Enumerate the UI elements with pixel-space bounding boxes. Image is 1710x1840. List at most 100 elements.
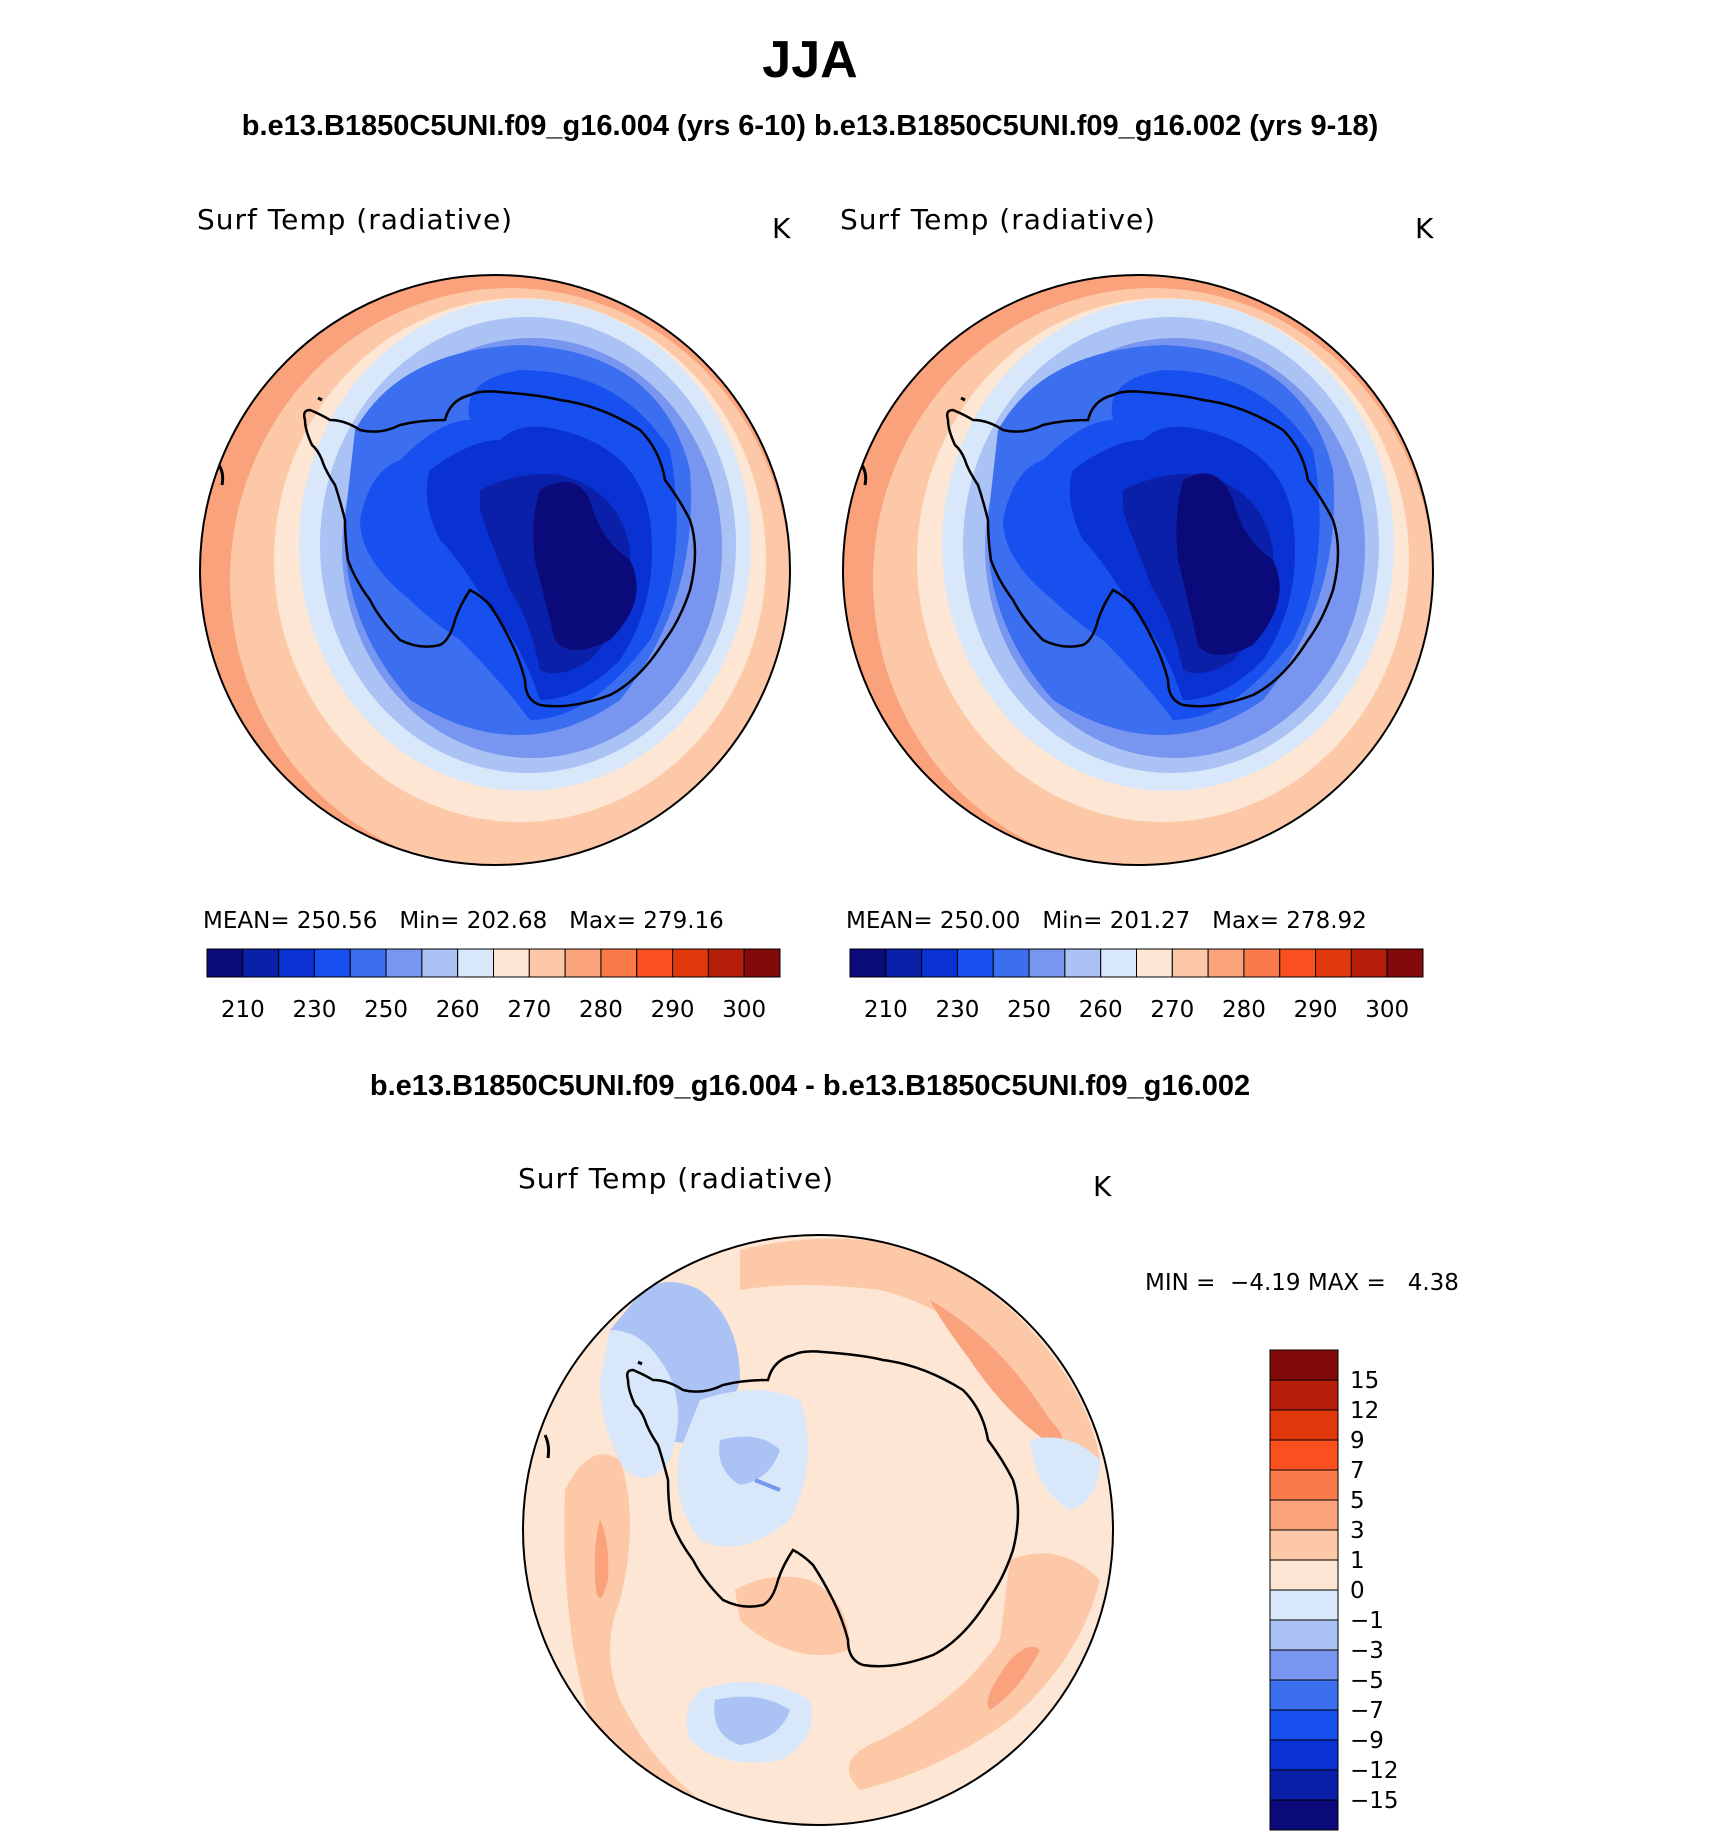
panel1-colorbar-swatch [421, 948, 459, 978]
panel1-colorbar-swatch [564, 948, 602, 978]
panel1-colorbar-tick-label: 290 [651, 997, 695, 1023]
panel2-colorbar-swatch [1315, 948, 1352, 978]
panel3-colorbar-swatch [1269, 1559, 1339, 1591]
panel1-colorbar-swatch [457, 948, 494, 978]
panel3-units-label: K [1093, 1170, 1113, 1203]
panel1-colorbar-swatch [600, 948, 638, 978]
panel1-colorbar-tick-label: 210 [221, 997, 265, 1023]
panel2-colorbar-swatch [1171, 948, 1209, 978]
panel1-colorbar-swatch [206, 948, 244, 978]
panel3-colorbar-tick-label: −7 [1350, 1698, 1384, 1724]
panel1-colorbar-swatch [707, 948, 745, 978]
panel1-colorbar-swatch [743, 948, 781, 978]
panel3-colorbar-swatch [1269, 1499, 1339, 1531]
panel1-min-label: Min= [399, 908, 460, 934]
panel3-antarctica-coastline [625, 1350, 1020, 1668]
panel2-colorbar-swatch [1028, 948, 1066, 978]
panel1-colorbar-swatch [313, 948, 351, 978]
panel2-antarctica-coastline [945, 390, 1340, 708]
panel3-colorbar-tick-label: −1 [1350, 1608, 1384, 1634]
panel2-max: 278.92 [1286, 908, 1367, 934]
panel1-colorbar-swatch [636, 948, 674, 978]
panel2-colorbar-swatch [956, 948, 994, 978]
panel3-colorbar-swatch [1269, 1349, 1339, 1381]
panel2-units-label: K [1415, 212, 1435, 245]
panel1-mean: 250.56 [296, 908, 378, 934]
panel1-colorbar-swatch [349, 948, 387, 978]
panel1-colorbar-tick-label: 300 [722, 997, 766, 1023]
panel1-colorbar-tick-label: 230 [292, 997, 336, 1023]
panel3-colorbar-swatch [1269, 1439, 1339, 1471]
panel3-colorbar-tick-label: 3 [1350, 1518, 1365, 1544]
panel2-colorbar-tick-label: 260 [1079, 997, 1123, 1023]
panel2-colorbar-tick-label: 250 [1007, 997, 1051, 1023]
panel3-colorbar-tick-label: −3 [1350, 1638, 1384, 1664]
panel1-min: 202.68 [466, 908, 548, 934]
panel1-map [200, 275, 790, 865]
panel1-colorbar-swatch [528, 948, 566, 978]
colorbars: 210 230 250 260 270 280 290 300 210 230 250 260 270 2… [206, 948, 1424, 1831]
panel2-colorbar-swatch [921, 948, 958, 978]
panel3-colorbar-tick-label: −9 [1350, 1728, 1384, 1754]
panel2-max-label: Max= [1212, 908, 1279, 934]
panel1-colorbar-tick-label: 280 [579, 997, 623, 1023]
panel3-colorbar-tick-label: −5 [1350, 1668, 1384, 1694]
panel1-antarctica-coastline [302, 390, 697, 708]
panel3-colorbar-tick-label: 5 [1350, 1488, 1365, 1514]
panel2-colorbar-swatch [1136, 948, 1173, 978]
panel2-colorbar-tick-label: 210 [864, 997, 908, 1023]
panel3-colorbar-swatch [1269, 1769, 1339, 1801]
panel2-variable-label: Surf Temp (radiative) [840, 203, 1157, 236]
panel3-colorbar-swatch [1269, 1679, 1339, 1711]
panel3-colorbar-tick-label: −15 [1350, 1788, 1399, 1814]
panel2-colorbar-swatch [1386, 948, 1424, 978]
panel1-colorbar-swatch [278, 948, 315, 978]
panel1-colorbar-tick-label: 270 [507, 997, 551, 1023]
panel3-min: −4.19 [1230, 1270, 1301, 1296]
panel2-colorbar-swatch [1064, 948, 1102, 978]
panel1-stats: MEAN= 250.56 Min= 202.68 Max= 279.16 [203, 908, 724, 934]
panel3-colorbar-swatch [1269, 1379, 1339, 1411]
panel3-min-label: MIN = [1145, 1270, 1216, 1296]
panel2-colorbar-swatch [1243, 948, 1281, 978]
panel3-colorbar-swatch [1269, 1409, 1339, 1441]
panel2-colorbar-swatch [992, 948, 1030, 978]
panel3-colorbar-tick-label: −12 [1350, 1758, 1399, 1784]
panel1-max: 279.16 [643, 908, 724, 934]
figure-subtitle: b.e13.B1850C5UNI.f09_g16.004 (yrs 6-10) … [241, 110, 1379, 142]
panel3-colorbar-swatch [1269, 1529, 1339, 1561]
panel1-colorbar-swatch [385, 948, 423, 978]
panel3-max: 4.38 [1407, 1270, 1459, 1296]
panel3-colorbar-tick-label: 0 [1350, 1578, 1365, 1604]
panel3-colorbar-tick-label: 1 [1350, 1548, 1365, 1574]
panel3-colorbar-tick-label: 12 [1350, 1398, 1379, 1424]
panel1-map-border [199, 274, 791, 866]
panel1-colorbar-swatch [672, 948, 709, 978]
panel1-colorbar-swatch [242, 948, 280, 978]
panel2-colorbar-swatch [885, 948, 923, 978]
panel1-max-label: Max= [569, 908, 636, 934]
panel2-map-border [842, 274, 1434, 866]
panel1-colorbar-swatch [493, 948, 530, 978]
panel3-colorbar-swatch [1269, 1619, 1339, 1651]
panel1-units-label: K [772, 212, 792, 245]
panel1-colorbar-tick-label: 250 [364, 997, 408, 1023]
panel3-colorbar-swatch [1269, 1469, 1339, 1501]
panel2-colorbar-swatch [1100, 948, 1137, 978]
panel2-colorbar-tick-label: 280 [1222, 997, 1266, 1023]
panel1-mean-label: MEAN= [203, 908, 290, 934]
panel2-colorbar-swatch [1279, 948, 1317, 978]
panel3-colorbar-swatch [1269, 1589, 1339, 1621]
panel2-stats: MEAN= 250.00 Min= 201.27 Max= 278.92 [846, 908, 1367, 934]
panel3-colorbar-swatch [1269, 1739, 1339, 1771]
panel3-colorbar-swatch [1269, 1649, 1339, 1681]
difference-title: b.e13.B1850C5UNI.f09_g16.004 - b.e13.B18… [369, 1070, 1251, 1102]
panel2-colorbar-tick-label: 300 [1365, 997, 1409, 1023]
panel3-colorbar-swatch [1269, 1709, 1339, 1741]
panel1-colorbar-tick-label: 260 [436, 997, 480, 1023]
panel3-colorbar-tick-label: 15 [1350, 1368, 1379, 1394]
panel3-stats: MIN = −4.19 MAX = 4.38 [1145, 1270, 1459, 1296]
panel3-colorbar-tick-label: 7 [1350, 1458, 1365, 1484]
panel3-max-label: MAX = [1307, 1270, 1386, 1296]
